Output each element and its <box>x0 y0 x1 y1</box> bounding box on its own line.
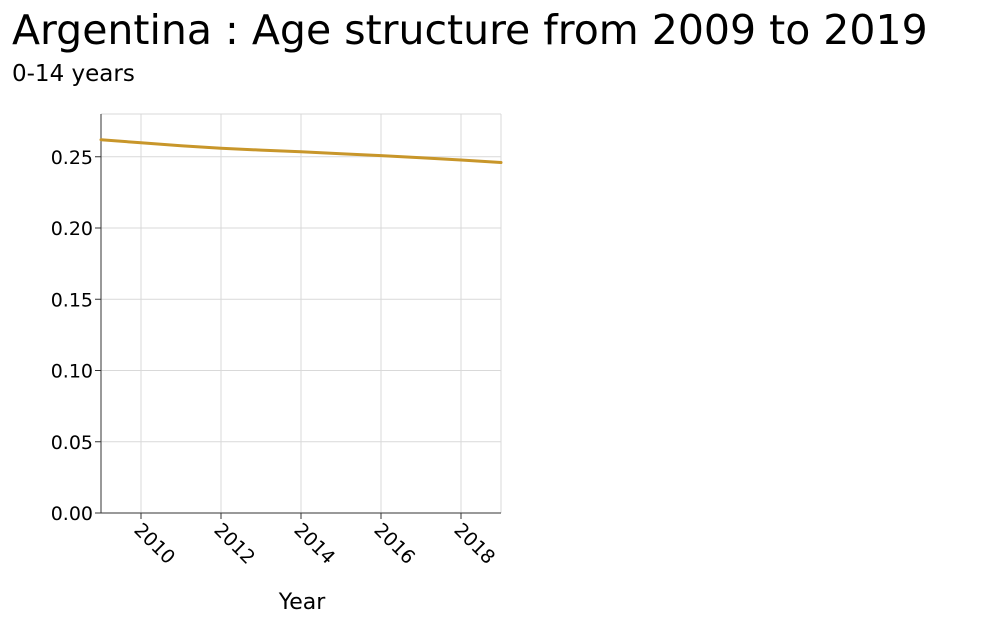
y-tick-label: 0.05 <box>51 432 93 454</box>
tick-labels: 0.00 0.05 0.10 0.15 0.20 0.25 2010 2012 2014 2016… <box>51 147 500 569</box>
y-tick-label: 0.25 <box>51 147 93 169</box>
y-tick-label: 0.20 <box>51 218 93 240</box>
series-layer <box>99 138 503 164</box>
y-tick-label: 0.00 <box>51 503 93 525</box>
x-tick-label: 2018 <box>449 519 499 569</box>
y-tick-label: 0.10 <box>51 361 93 383</box>
axes <box>95 114 501 519</box>
x-tick-label: 2010 <box>129 519 179 569</box>
chart-subtitle: 0-14 years <box>12 61 135 87</box>
series-line <box>99 138 503 164</box>
grid-lines <box>101 113 502 513</box>
y-tick-label: 0.15 <box>51 289 93 311</box>
x-axis-title: Year <box>278 590 327 615</box>
chart-title: Argentina : Age structure from 2009 to 2… <box>12 6 928 54</box>
x-tick-label: 2016 <box>369 519 419 569</box>
x-tick-label: 2012 <box>209 519 259 569</box>
x-tick-label: 2014 <box>289 519 339 569</box>
